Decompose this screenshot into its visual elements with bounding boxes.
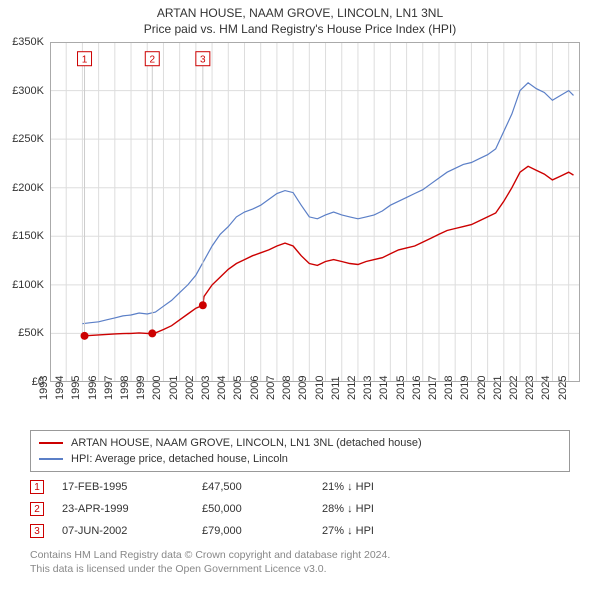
transactions-table: 1 17-FEB-1995£47,50021% ↓ HPI 2 23-APR-1999…	[30, 476, 570, 542]
svg-text:3: 3	[200, 55, 206, 66]
y-tick-label: £300K	[12, 85, 44, 97]
legend-row: ARTAN HOUSE, NAAM GROVE, LINCOLN, LN1 3N…	[39, 435, 561, 451]
x-tick-label: 2024	[540, 376, 552, 400]
x-tick-label: 2012	[346, 376, 358, 400]
x-tick-label: 2004	[216, 376, 228, 400]
svg-text:1: 1	[82, 55, 88, 66]
x-axis-labels: 1993199419951996199719981999200020012002…	[50, 384, 580, 426]
x-tick-label: 1993	[38, 376, 50, 400]
x-tick-label: 2020	[475, 376, 487, 400]
x-tick-label: 2003	[200, 376, 212, 400]
x-tick-label: 2022	[508, 376, 520, 400]
y-tick-label: £150K	[12, 230, 44, 242]
x-tick-label: 2018	[443, 376, 455, 400]
x-tick-label: 1994	[54, 376, 66, 400]
x-tick-label: 1996	[86, 376, 98, 400]
x-tick-label: 2013	[362, 376, 374, 400]
title-line-1: ARTAN HOUSE, NAAM GROVE, LINCOLN, LN1 3N…	[0, 6, 600, 20]
transaction-date: 17-FEB-1995	[62, 481, 202, 493]
y-tick-label: £50K	[18, 327, 44, 339]
x-tick-label: 2023	[524, 376, 536, 400]
transaction-date: 07-JUN-2002	[62, 525, 202, 537]
legend-label: HPI: Average price, detached house, Linc…	[71, 451, 288, 467]
transaction-row: 2 23-APR-1999£50,00028% ↓ HPI	[30, 498, 570, 520]
transaction-delta: 27% ↓ HPI	[322, 525, 442, 537]
plot-area: 1 2 3	[50, 42, 580, 382]
transaction-delta: 21% ↓ HPI	[322, 481, 442, 493]
transaction-row: 1 17-FEB-1995£47,50021% ↓ HPI	[30, 476, 570, 498]
legend-swatch	[39, 442, 63, 444]
y-tick-label: £100K	[12, 279, 44, 291]
x-tick-label: 2019	[459, 376, 471, 400]
x-tick-label: 2015	[394, 376, 406, 400]
transaction-price: £47,500	[202, 481, 322, 493]
legend-label: ARTAN HOUSE, NAAM GROVE, LINCOLN, LN1 3N…	[71, 435, 422, 451]
x-tick-label: 1999	[135, 376, 147, 400]
x-tick-label: 2000	[151, 376, 163, 400]
legend-row: HPI: Average price, detached house, Linc…	[39, 451, 561, 467]
y-tick-label: £350K	[12, 36, 44, 48]
footer-attribution: Contains HM Land Registry data © Crown c…	[30, 548, 570, 576]
transaction-price: £79,000	[202, 525, 322, 537]
transaction-row: 3 07-JUN-2002£79,00027% ↓ HPI	[30, 520, 570, 542]
transaction-marker: 1	[30, 480, 44, 494]
x-tick-label: 2021	[492, 376, 504, 400]
y-axis-labels: £0£50K£100K£150K£200K£250K£300K£350K	[0, 42, 48, 382]
x-tick-label: 2009	[297, 376, 309, 400]
x-tick-label: 1995	[70, 376, 82, 400]
x-tick-label: 1998	[119, 376, 131, 400]
x-tick-label: 2006	[248, 376, 260, 400]
x-tick-label: 2007	[265, 376, 277, 400]
x-tick-label: 2014	[378, 376, 390, 400]
x-tick-label: 2002	[184, 376, 196, 400]
x-tick-label: 2025	[556, 376, 568, 400]
x-tick-label: 2005	[232, 376, 244, 400]
chart-titles: ARTAN HOUSE, NAAM GROVE, LINCOLN, LN1 3N…	[0, 0, 600, 36]
transaction-marker: 3	[30, 524, 44, 538]
x-tick-label: 1997	[103, 376, 115, 400]
x-tick-label: 2001	[167, 376, 179, 400]
svg-text:2: 2	[149, 55, 155, 66]
y-tick-label: £250K	[12, 133, 44, 145]
transaction-delta: 28% ↓ HPI	[322, 503, 442, 515]
y-tick-label: £200K	[12, 182, 44, 194]
x-tick-label: 2011	[330, 376, 342, 400]
footer-line-1: Contains HM Land Registry data © Crown c…	[30, 548, 570, 562]
x-tick-label: 2016	[411, 376, 423, 400]
x-tick-label: 2008	[281, 376, 293, 400]
x-tick-label: 2017	[427, 376, 439, 400]
legend: ARTAN HOUSE, NAAM GROVE, LINCOLN, LN1 3N…	[30, 430, 570, 472]
footer-line-2: This data is licensed under the Open Gov…	[30, 562, 570, 576]
transaction-date: 23-APR-1999	[62, 503, 202, 515]
title-line-2: Price paid vs. HM Land Registry's House …	[0, 22, 600, 36]
transaction-price: £50,000	[202, 503, 322, 515]
transaction-marker: 2	[30, 502, 44, 516]
legend-swatch	[39, 458, 63, 460]
plot-svg: 1 2 3	[50, 42, 580, 382]
x-tick-label: 2010	[313, 376, 325, 400]
chart-container: ARTAN HOUSE, NAAM GROVE, LINCOLN, LN1 3N…	[0, 0, 600, 590]
